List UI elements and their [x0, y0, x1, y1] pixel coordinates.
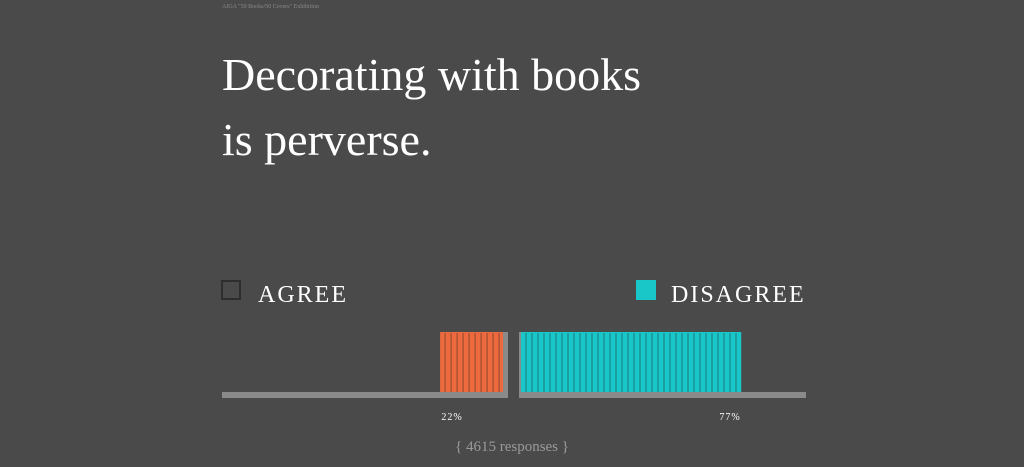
legend-checkbox[interactable]	[221, 280, 241, 300]
shelf	[519, 392, 806, 398]
shelf-post	[503, 332, 508, 398]
legend-label[interactable]: DISAGREE	[671, 282, 806, 308]
shelf	[222, 392, 508, 398]
bar	[440, 332, 503, 392]
title: Decorating with books	[222, 49, 641, 100]
value-label: 77%	[719, 412, 740, 423]
legend-label[interactable]: AGREE	[258, 282, 348, 308]
bar	[521, 332, 742, 392]
title: is perverse.	[222, 114, 431, 165]
top-label[interactable]: AIGA "50 Books/50 Covers" Exhibition	[222, 4, 319, 10]
value-label: 22%	[441, 412, 462, 423]
legend-checkbox[interactable]	[636, 280, 656, 300]
response-count: { 4615 responses }	[455, 439, 569, 455]
